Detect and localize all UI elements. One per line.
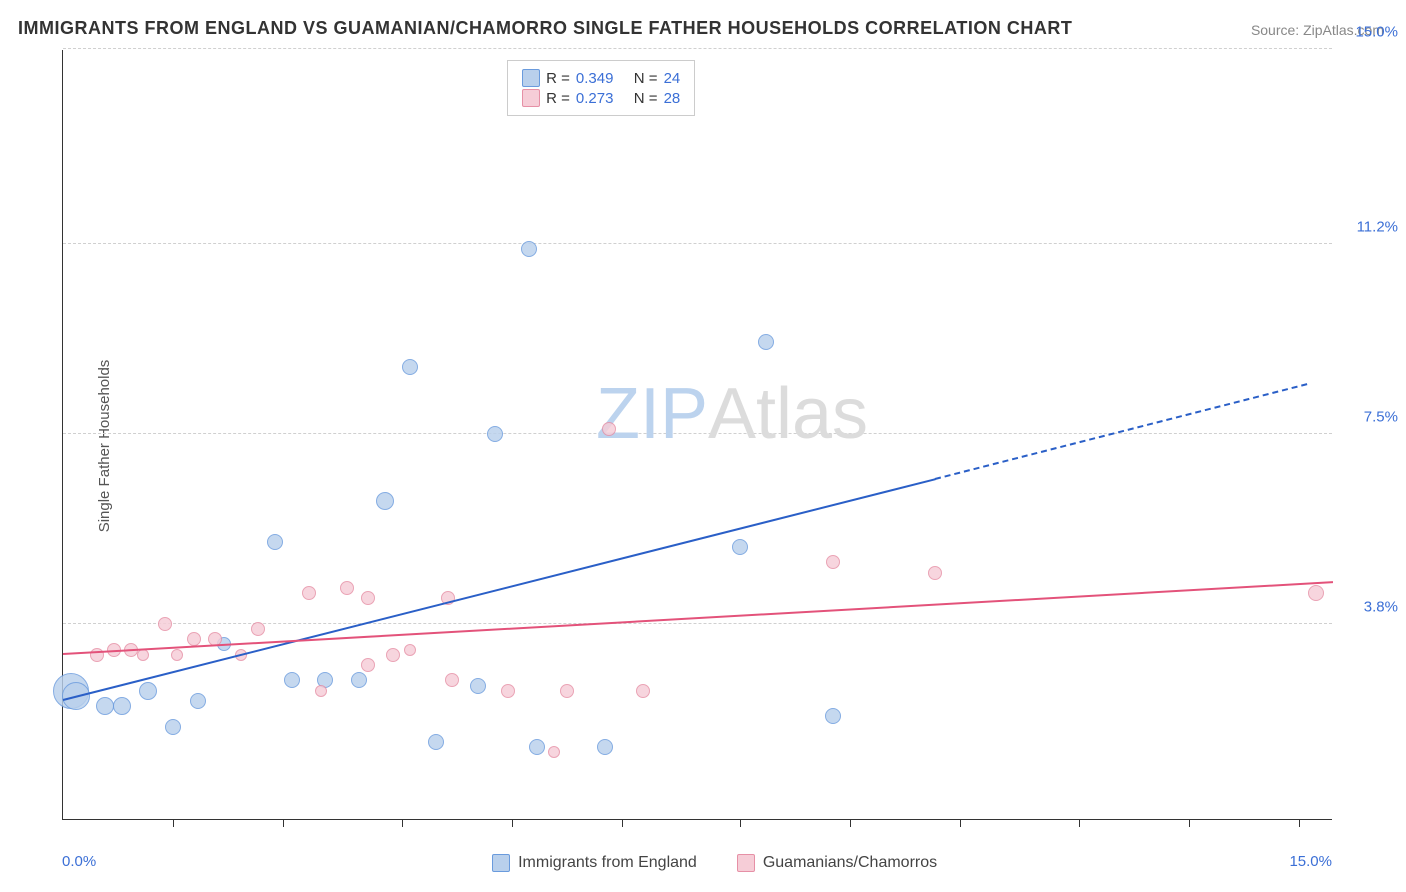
watermark-atlas: Atlas — [708, 374, 868, 454]
data-point — [386, 648, 400, 662]
data-point — [302, 586, 316, 600]
y-tick-label: 15.0% — [1355, 24, 1398, 41]
data-point — [470, 678, 486, 694]
data-point — [1308, 585, 1324, 601]
data-point — [732, 539, 748, 555]
y-tick-label: 11.2% — [1357, 219, 1398, 236]
data-point — [251, 622, 265, 636]
data-point — [376, 492, 394, 510]
data-point — [548, 746, 560, 758]
trend-line — [63, 478, 936, 701]
data-point — [529, 739, 545, 755]
data-point — [113, 697, 131, 715]
data-point — [361, 591, 375, 605]
legend-item-guam: Guamanians/Chamorros — [737, 854, 937, 872]
plot-area: ZIPAtlas R = 0.349 N = 24 R = 0.273 N = … — [62, 50, 1332, 820]
data-point — [487, 426, 503, 442]
data-point — [402, 359, 418, 375]
data-point — [445, 673, 459, 687]
swatch-guam-icon — [737, 854, 755, 872]
data-point — [501, 684, 515, 698]
data-point — [139, 682, 157, 700]
x-tick — [512, 819, 513, 827]
data-point — [521, 241, 537, 257]
data-point — [284, 672, 300, 688]
data-point — [404, 644, 416, 656]
x-axis-min-label: 0.0% — [62, 853, 96, 870]
n-label: N = — [634, 70, 658, 87]
correlation-chart: IMMIGRANTS FROM ENGLAND VS GUAMANIAN/CHA… — [0, 0, 1406, 892]
r-label: R = — [546, 70, 570, 87]
swatch-guam — [522, 89, 540, 107]
x-tick — [622, 819, 623, 827]
r-value-eng: 0.349 — [576, 70, 614, 87]
swatch-eng — [522, 69, 540, 87]
x-tick — [283, 819, 284, 827]
x-tick — [740, 819, 741, 827]
x-tick — [402, 819, 403, 827]
data-point — [428, 734, 444, 750]
data-point — [826, 555, 840, 569]
x-tick — [1189, 819, 1190, 827]
data-point — [267, 534, 283, 550]
data-point — [165, 719, 181, 735]
data-point — [187, 632, 201, 646]
n-value-eng: 24 — [664, 70, 681, 87]
x-tick — [850, 819, 851, 827]
legend-item-eng: Immigrants from England — [492, 854, 697, 872]
y-tick-label: 7.5% — [1364, 409, 1398, 426]
trend-line — [63, 581, 1333, 655]
stats-row-guam: R = 0.273 N = 28 — [522, 89, 680, 107]
swatch-eng-icon — [492, 854, 510, 872]
x-tick — [1299, 819, 1300, 827]
x-tick — [960, 819, 961, 827]
data-point — [602, 422, 616, 436]
stats-legend: R = 0.349 N = 24 R = 0.273 N = 28 — [507, 60, 695, 116]
r-label: R = — [546, 90, 570, 107]
chart-title: IMMIGRANTS FROM ENGLAND VS GUAMANIAN/CHA… — [18, 18, 1072, 39]
watermark: ZIPAtlas — [596, 373, 868, 455]
gridline-h — [63, 243, 1332, 244]
x-axis-max-label: 15.0% — [1289, 853, 1332, 870]
data-point — [636, 684, 650, 698]
series-legend: Immigrants from England Guamanians/Chamo… — [492, 854, 937, 872]
x-tick — [1079, 819, 1080, 827]
legend-label-eng: Immigrants from England — [518, 854, 697, 872]
n-value-guam: 28 — [664, 90, 681, 107]
trend-line-extrapolated — [935, 383, 1308, 480]
watermark-zip: ZIP — [596, 374, 708, 454]
r-value-guam: 0.273 — [576, 90, 614, 107]
data-point — [928, 566, 942, 580]
stats-row-eng: R = 0.349 N = 24 — [522, 69, 680, 87]
data-point — [758, 334, 774, 350]
data-point — [361, 658, 375, 672]
data-point — [560, 684, 574, 698]
y-tick-label: 3.8% — [1364, 598, 1398, 615]
legend-label-guam: Guamanians/Chamorros — [763, 854, 937, 872]
data-point — [158, 617, 172, 631]
data-point — [597, 739, 613, 755]
data-point — [315, 685, 327, 697]
gridline-h — [63, 433, 1332, 434]
data-point — [190, 693, 206, 709]
data-point — [96, 697, 114, 715]
data-point — [825, 708, 841, 724]
data-point — [340, 581, 354, 595]
data-point — [351, 672, 367, 688]
n-label: N = — [634, 90, 658, 107]
x-tick — [173, 819, 174, 827]
data-point — [171, 649, 183, 661]
gridline-h — [63, 48, 1332, 49]
